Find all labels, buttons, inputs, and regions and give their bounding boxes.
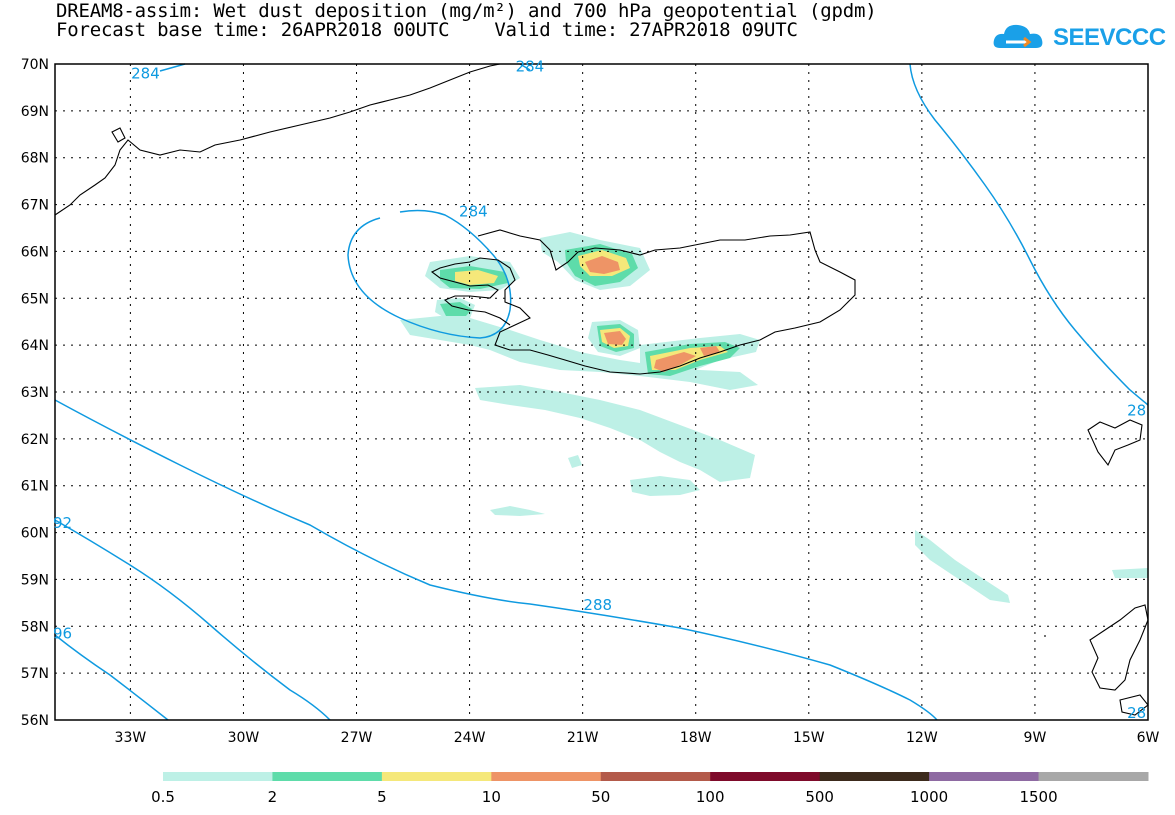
lat-tick-label: 63N <box>21 385 49 401</box>
legend-swatch <box>1038 772 1149 781</box>
dust-deposition-shading <box>400 232 1148 603</box>
legend-break-label: 10 <box>482 788 501 806</box>
geopotential-contours <box>54 63 1149 721</box>
lat-tick-label: 56N <box>21 713 49 729</box>
legend-swatch <box>163 772 273 781</box>
contour-value-label: 92 <box>53 514 72 532</box>
legend-break-label: 100 <box>696 788 725 806</box>
contour-value-label: 284 <box>131 64 160 82</box>
logo-text: SEEVCCC <box>1053 24 1166 51</box>
legend-swatch <box>600 772 711 781</box>
lon-tick-label: 15W <box>793 730 825 746</box>
contour-value-label: 288 <box>583 596 612 614</box>
lat-tick-label: 66N <box>21 244 49 260</box>
grid-lines <box>55 64 1148 720</box>
lat-tick-label: 68N <box>21 151 49 167</box>
coastlines <box>54 63 1149 716</box>
lon-tick-label: 21W <box>567 730 599 746</box>
contour-labels: 284 284 284 288 92 96 28 28 <box>53 57 1146 722</box>
contour-value-label: 284 <box>516 57 545 75</box>
lat-tick-label: 65N <box>21 291 49 307</box>
latitude-labels: 70N 69N 68N 67N 66N 65N 64N 63N 62N 61N 60N 59N 58N 5… <box>21 57 49 729</box>
lat-tick-label: 57N <box>21 666 49 682</box>
lon-tick-label: 33W <box>115 730 147 746</box>
lat-tick-label: 69N <box>21 104 49 120</box>
legend-break-label: 1500 <box>1019 788 1057 806</box>
contour-value-label: 284 <box>459 203 488 221</box>
legend-break-label: 1000 <box>910 788 948 806</box>
lat-tick-label: 62N <box>21 432 49 448</box>
lon-tick-label: 12W <box>906 730 938 746</box>
lat-tick-label: 61N <box>21 479 49 495</box>
lon-tick-label: 18W <box>680 730 712 746</box>
contour-value-label: 96 <box>53 624 72 642</box>
lat-tick-label: 67N <box>21 198 49 214</box>
legend-swatch <box>272 772 383 781</box>
contour-value-label: 28 <box>1127 402 1146 420</box>
lat-tick-label: 58N <box>21 619 49 635</box>
lat-tick-label: 70N <box>21 57 49 73</box>
legend-break-label: 500 <box>805 788 834 806</box>
lat-tick-label: 59N <box>21 572 49 588</box>
legend-swatch <box>819 772 930 781</box>
lon-tick-label: 6W <box>1137 730 1160 746</box>
color-legend: 0.5 2 5 10 50 100 500 1000 1500 <box>151 772 1149 806</box>
cloud-icon <box>993 24 1043 48</box>
lat-tick-label: 64N <box>21 338 49 354</box>
lon-tick-label: 24W <box>454 730 486 746</box>
legend-break-label: 50 <box>591 788 610 806</box>
map-subtitle: Forecast base time: 26APR2018 00UTC Vali… <box>56 19 798 41</box>
map-title: DREAM8-assim: Wet dust deposition (mg/m²… <box>56 0 877 22</box>
legend-break-label: 2 <box>268 788 278 806</box>
lon-tick-label: 27W <box>341 730 373 746</box>
legend-swatch <box>381 772 492 781</box>
legend-break-label: 0.5 <box>151 788 175 806</box>
lat-tick-label: 60N <box>21 526 49 542</box>
legend-swatch <box>929 772 1040 781</box>
lon-tick-label: 30W <box>228 730 260 746</box>
contour-value-label: 28 <box>1127 704 1146 722</box>
legend-break-label: 5 <box>377 788 387 806</box>
longitude-labels: 33W 30W 27W 24W 21W 18W 15W 12W 9W 6W <box>115 730 1160 746</box>
legend-swatch <box>710 772 821 781</box>
legend-swatch <box>491 772 602 781</box>
lon-tick-label: 9W <box>1024 730 1047 746</box>
map-frame <box>54 63 1149 721</box>
